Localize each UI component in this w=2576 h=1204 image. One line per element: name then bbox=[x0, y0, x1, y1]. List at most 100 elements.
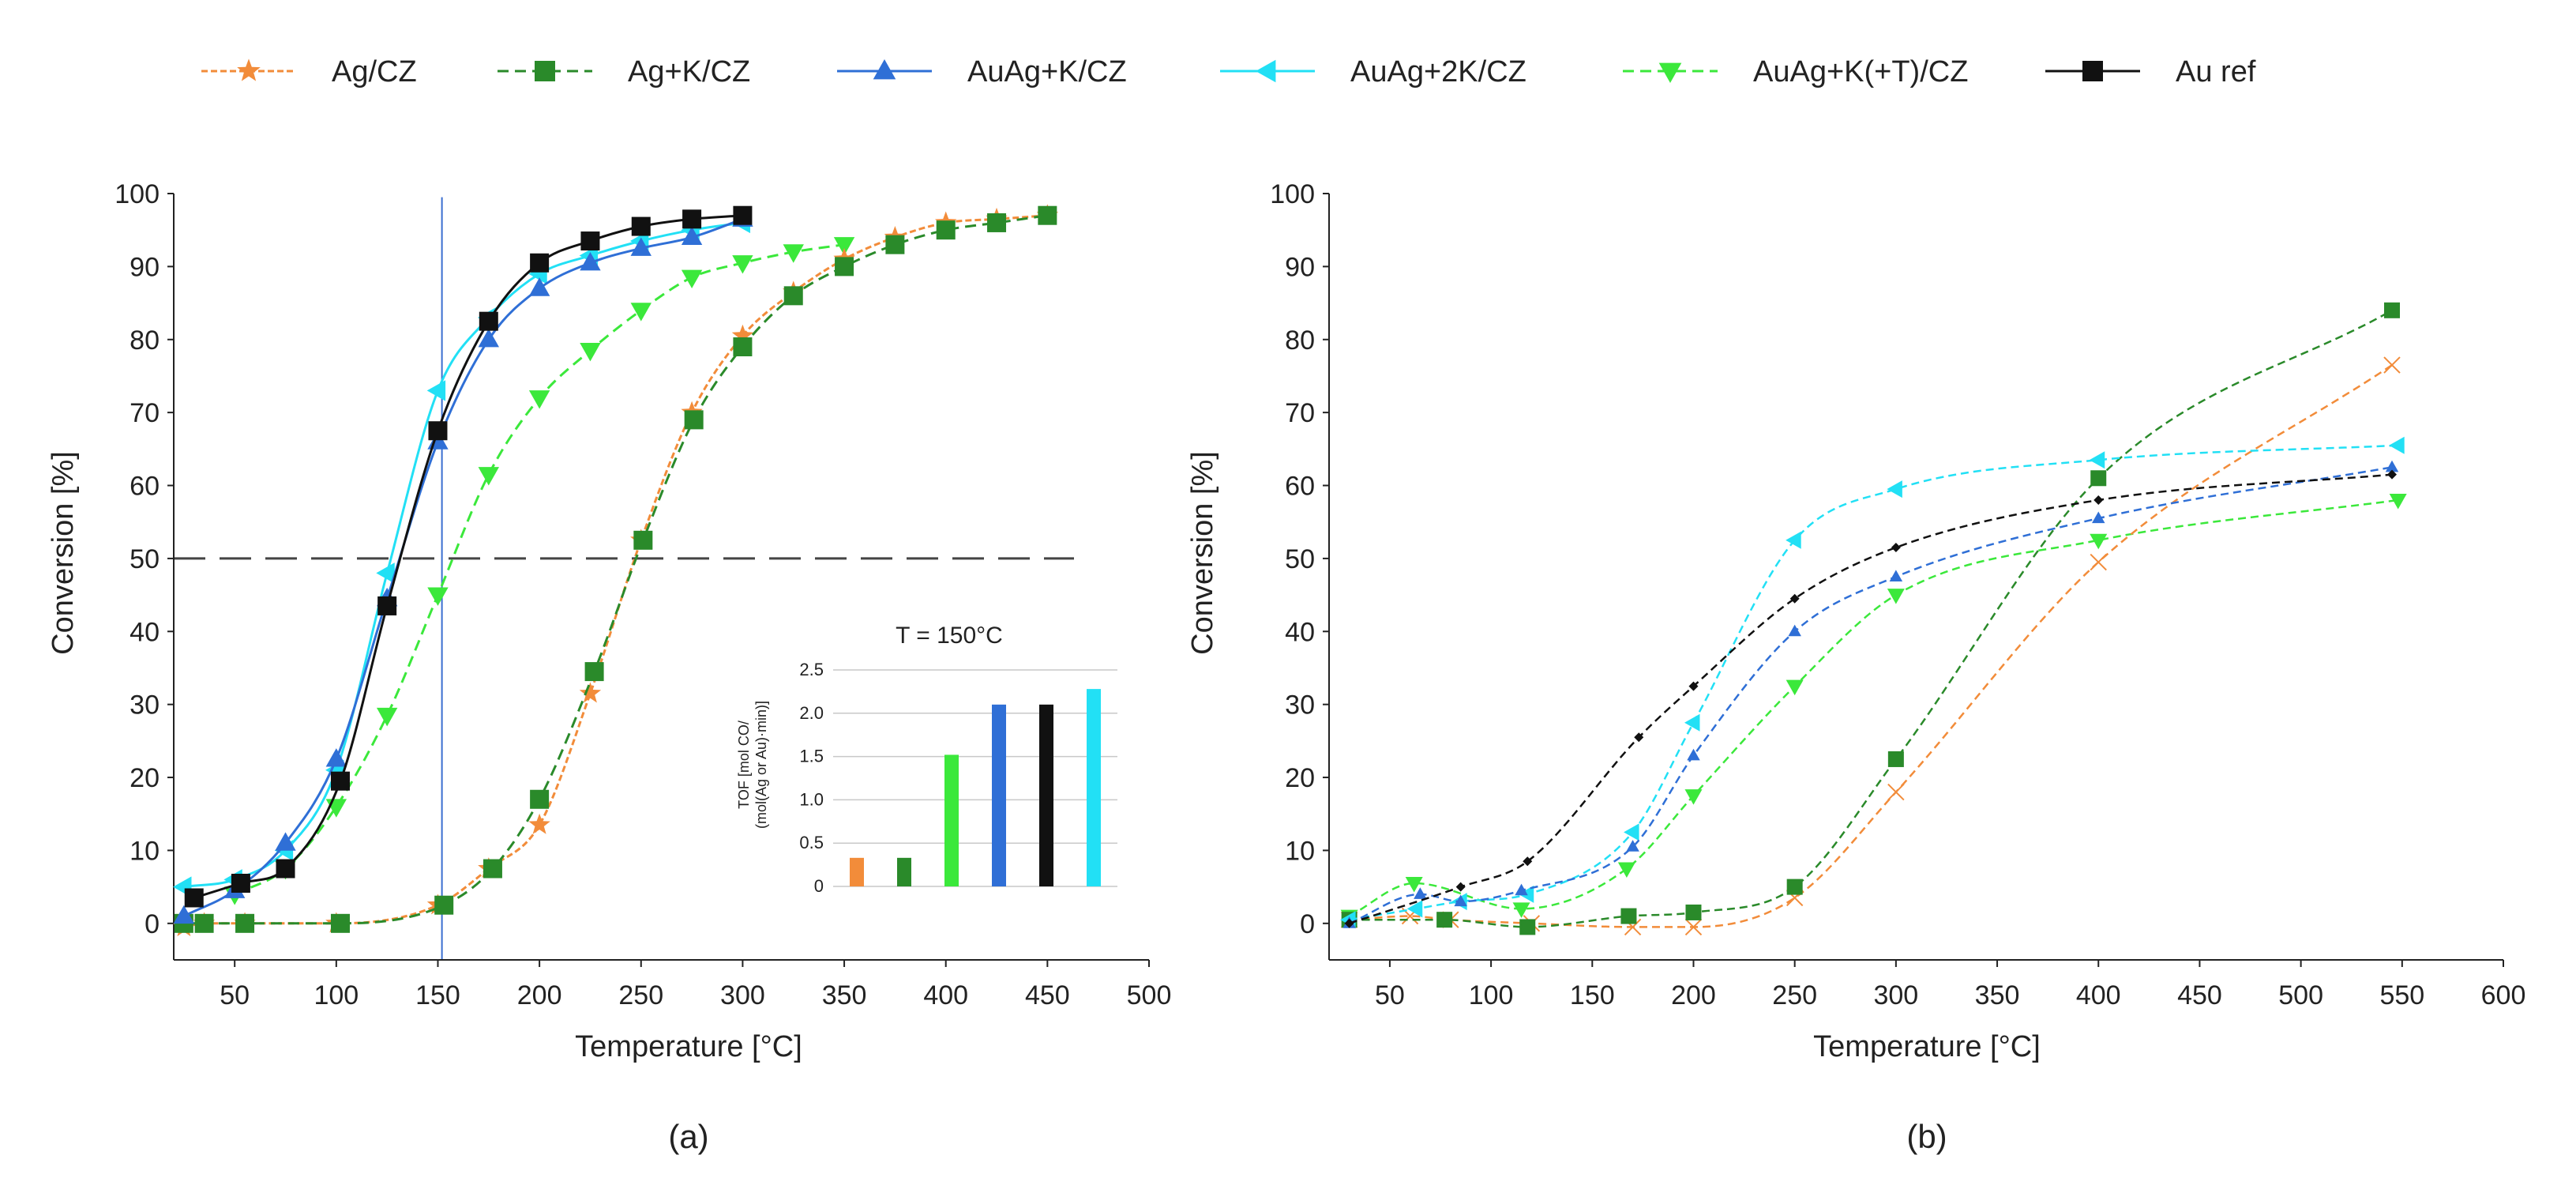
panel-a-point-Au bbox=[184, 888, 204, 908]
panel-a-point-AuAgKT bbox=[732, 255, 753, 274]
panel-b-point-AgK bbox=[1685, 904, 1702, 920]
panel-b-point-AuAg2K bbox=[2089, 451, 2105, 469]
panel-b-y-tick-label: 20 bbox=[1285, 763, 1315, 793]
panel-a-line-AuAgK bbox=[183, 217, 743, 917]
panel-a-chart: 0 10 20 30 40 50 60 70 80 90 100 50 100 150 200 250 300 3… bbox=[47, 179, 1171, 1155]
panel-a-series-AuAg2K bbox=[173, 212, 751, 897]
panel-b-series bbox=[1340, 302, 2407, 936]
panel-a-x-tick-label: 50 bbox=[220, 980, 250, 1010]
legend-item-Ag: Ag/CZ bbox=[201, 55, 417, 88]
legend-marker-AuAgKT bbox=[1658, 62, 1682, 83]
panel-a-x-tick-label: 150 bbox=[415, 980, 460, 1010]
panel-b-point-Ag bbox=[2383, 356, 2401, 374]
panel-a-y-tick-label: 50 bbox=[130, 544, 160, 574]
panel-a-tof-inset: T = 150°C TOF [mol CO/ (mol(Ag or Au)·mi… bbox=[736, 623, 1117, 896]
panel-a-label: (a) bbox=[668, 1118, 708, 1155]
inset-bar-AuAg2K bbox=[1087, 689, 1101, 886]
panel-a-x-tick-label: 100 bbox=[314, 980, 359, 1010]
panel-a-line-Ag bbox=[183, 214, 1048, 928]
panel-a-x-axis-title: Temperature [°C] bbox=[575, 1030, 802, 1063]
panel-a-point-AuAgKT bbox=[528, 390, 550, 409]
panel-a-y-tick-label: 20 bbox=[130, 763, 160, 793]
panel-b-x-tick-label: 500 bbox=[2278, 980, 2323, 1010]
panel-b-series-Ag bbox=[1340, 356, 2401, 936]
panel-b-point-AuAgKT bbox=[1512, 902, 1530, 918]
panel-a-x-tick-label: 250 bbox=[618, 980, 663, 1010]
legend-marker-AgK bbox=[535, 61, 555, 81]
panel-b-point-Au bbox=[1891, 543, 1901, 553]
panel-a-series-AgK bbox=[174, 205, 1057, 933]
panel-b-line-Au bbox=[1349, 473, 2393, 924]
panel-a-point-Au bbox=[733, 205, 753, 225]
panel-b-point-Ag bbox=[2090, 553, 2107, 571]
panel-b-point-Ag bbox=[1684, 918, 1703, 936]
panel-b-line-AgK bbox=[1349, 309, 2393, 928]
panel-b-point-AuAgK bbox=[1788, 624, 1801, 637]
panel-a-point-AuAgKT bbox=[783, 244, 804, 263]
panel-a-point-AuAgK bbox=[173, 905, 195, 924]
panel-a-axes: 0 10 20 30 40 50 60 70 80 90 100 50 100 150 200 250 300 3… bbox=[115, 179, 1171, 1010]
panel-b-x-tick-label: 250 bbox=[1772, 980, 1817, 1010]
panel-b-point-AuAg2K bbox=[1684, 713, 1700, 732]
panel-b-point-AuAgK bbox=[1626, 840, 1639, 852]
panel-a-point-AuAgK bbox=[630, 237, 652, 256]
panel-a-x-tick-label: 450 bbox=[1025, 980, 1070, 1010]
panel-a-point-Au bbox=[530, 253, 550, 273]
panel-b-point-AuAgK bbox=[1889, 570, 1903, 581]
inset-bar-AuAgKT bbox=[944, 754, 959, 886]
panel-a-point-Au bbox=[330, 771, 350, 791]
panel-a-point-AgK bbox=[584, 662, 604, 682]
panel-a-point-AgK bbox=[733, 337, 753, 356]
inset-y-tick-label: 1.5 bbox=[799, 747, 824, 766]
panel-b-line-Ag bbox=[1349, 364, 2393, 928]
panel-b-point-Au bbox=[2093, 495, 2104, 505]
inset-y-axis-title-line2: (mol(Ag or Au)·min)] bbox=[753, 701, 769, 829]
panel-b-point-AuAgK bbox=[1515, 883, 1528, 896]
legend-item-Au: Au ref bbox=[2045, 55, 2256, 88]
panel-b-x-tick-label: 550 bbox=[2379, 980, 2424, 1010]
inset-y-tick-label: 0 bbox=[814, 876, 824, 896]
panel-a-point-AuAgK bbox=[478, 328, 500, 348]
panel-b-y-tick-label: 80 bbox=[1285, 325, 1315, 356]
panel-a-point-AgK bbox=[885, 235, 905, 254]
inset-y-tick-label: 0.5 bbox=[799, 833, 824, 852]
panel-a-point-Au bbox=[276, 859, 295, 879]
panel-a-point-Au bbox=[428, 421, 448, 441]
panel-a-point-AuAgKT bbox=[833, 237, 855, 256]
panel-b-x-tick-label: 50 bbox=[1375, 980, 1405, 1010]
panel-b-label: (b) bbox=[1906, 1118, 1947, 1155]
panel-a-line-AuAg2K bbox=[183, 221, 743, 889]
legend-item-AuAg2K: AuAg+2K/CZ bbox=[1220, 55, 1526, 88]
legend-label-AgK: Ag+K/CZ bbox=[628, 55, 750, 88]
panel-b-y-tick-label: 0 bbox=[1300, 909, 1315, 939]
legend-marker-AuAg2K bbox=[1256, 59, 1276, 83]
panel-b-point-Ag-b bbox=[2090, 553, 2107, 571]
panel-b-point-AuAgKT bbox=[1786, 679, 1804, 696]
panel-a-point-AuAg2K bbox=[426, 380, 446, 401]
panel-a-point-AuAgKT bbox=[630, 303, 652, 322]
panel-b-line-AuAgKT bbox=[1349, 499, 2398, 917]
panel-b-point-Au bbox=[1789, 593, 1800, 604]
panel-a-y-tick-label: 60 bbox=[130, 472, 160, 502]
inset-y-tick-label: 2.0 bbox=[799, 703, 824, 723]
panel-b-point-AgK bbox=[2090, 470, 2107, 487]
panel-a-point-AuAgK bbox=[528, 277, 550, 296]
panel-a-point-AuAgK bbox=[580, 251, 601, 271]
panel-b-line-AuAgK bbox=[1349, 466, 2393, 924]
panel-a-point-AgK bbox=[530, 789, 550, 809]
legend-item-AgK: Ag+K/CZ bbox=[498, 55, 750, 88]
panel-b-point-AuAgK bbox=[1454, 894, 1467, 907]
panel-a-series bbox=[173, 204, 1059, 937]
panel-b-point-AuAg2K bbox=[1786, 531, 1801, 549]
inset-bar-Ag bbox=[850, 857, 864, 886]
panel-a-point-AuAgKT bbox=[681, 269, 703, 289]
panel-b-point-Ag-b bbox=[1624, 918, 1642, 936]
legend-marker-AuAgK bbox=[873, 59, 896, 80]
panel-b-x-axis-title: Temperature [°C] bbox=[1813, 1030, 2041, 1063]
panel-a-series-AuAgK bbox=[173, 208, 753, 924]
panel-a-y-tick-label: 80 bbox=[130, 325, 160, 356]
panel-b-point-Ag bbox=[1887, 783, 1905, 801]
panel-a-y-tick-label: 10 bbox=[130, 836, 160, 866]
panel-b-point-AgK bbox=[1786, 879, 1803, 895]
panel-a-point-AuAgKT bbox=[580, 343, 601, 362]
